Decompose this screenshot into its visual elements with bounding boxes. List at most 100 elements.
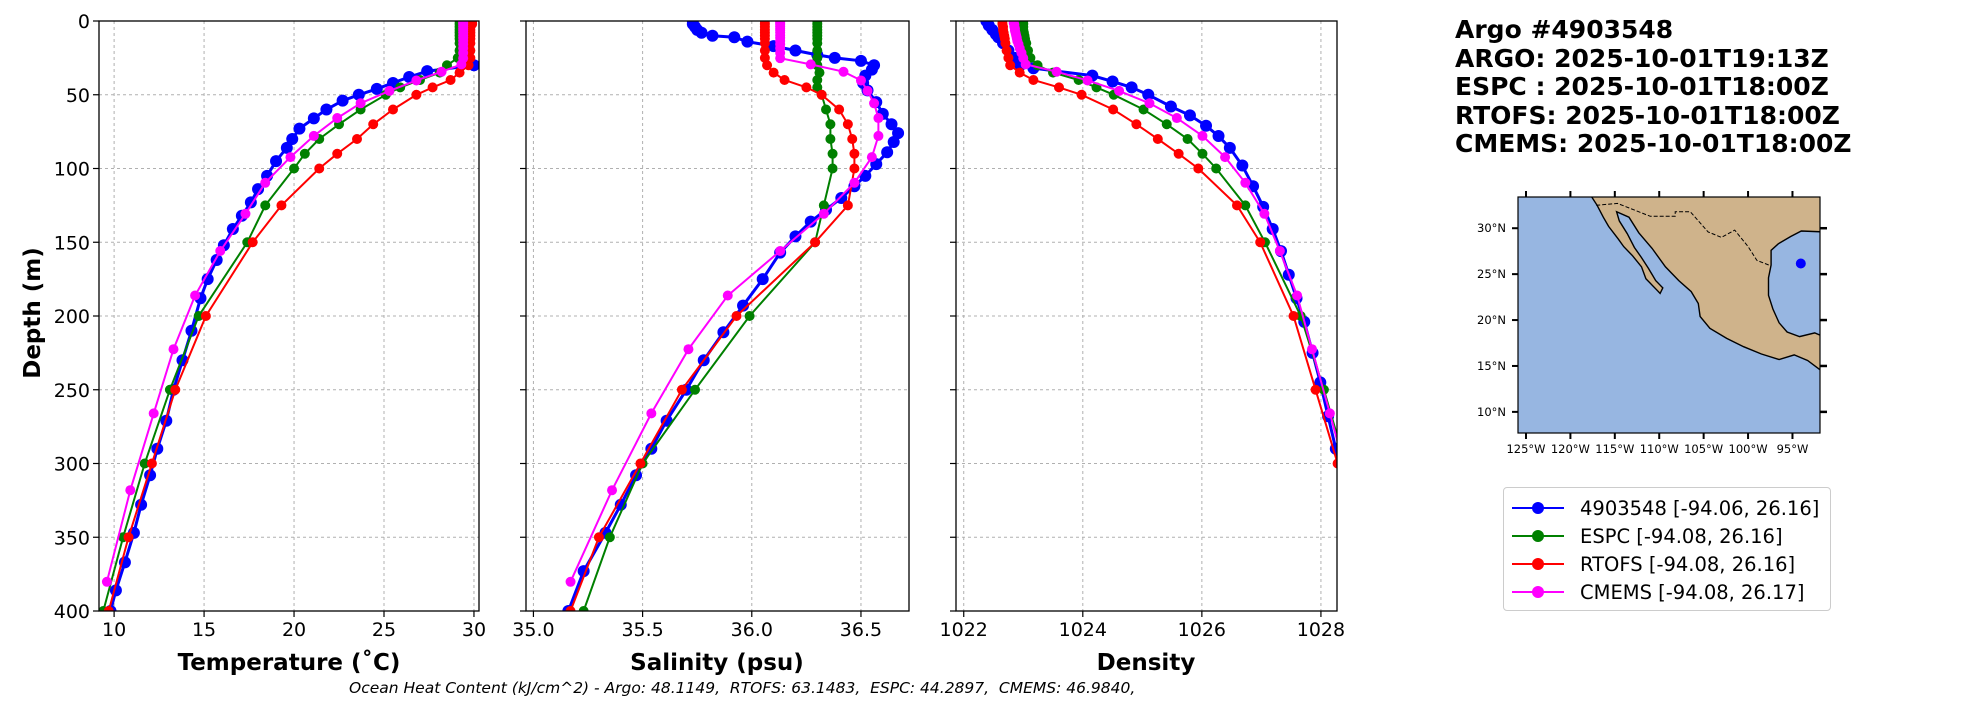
data-point-cmems [1114,85,1125,96]
legend-label: ESPC [-94.08, 26.16] [1580,524,1783,548]
data-point-cmems [1324,408,1335,419]
float-location-marker [1795,258,1806,269]
title-espc-time: ESPC : 2025-10-01T18:00Z [1455,72,1829,101]
panel-salinity: 35.0 35.5 36.0 36.5 [512,20,910,641]
data-point-rtofs [1131,119,1142,130]
data-point-rtofs [1000,38,1011,49]
data-point-cmems [1020,59,1031,70]
x-axis-label-density: Density [1096,650,1196,676]
map-lon-label: 95°W [1777,442,1809,456]
y-axis-label: Depth (m) [19,247,46,379]
map-panel: 125°W 120°W 115°W 110°W 105°W 100°W 95°W 30°N 25… [1477,191,1827,456]
x-tick-label: 25 [372,619,396,641]
data-point-rtofs [635,458,646,469]
data-point-cmems [125,485,136,496]
legend-marker-icon [1512,526,1564,546]
map-lon-label: 110°W [1640,442,1679,456]
ocean-heat-content-text: Ocean Heat Content (kJ/cm^2) - Argo: 48.… [349,679,1136,697]
data-point-rtofs [1332,458,1337,469]
data-point-espc [578,606,589,611]
map-lat-label: 30°N [1477,221,1506,235]
legend-label: 4903548 [-94.06, 26.16] [1580,496,1820,520]
y-tick-label: 150 [54,232,90,254]
data-point-rtofs [759,45,770,56]
data-point-rtofs [810,237,821,248]
y-tick-label: 100 [54,159,90,181]
data-point-espc [193,311,204,321]
legend-entry-cmems: CMEMS [-94.08, 26.17] [1512,578,1830,606]
data-point-cmems [308,130,319,141]
data-point-cmems [1144,98,1155,109]
data-point-rtofs [1310,384,1321,395]
data-point-rtofs [842,119,853,130]
data-point-cmems [818,208,829,219]
map-lat-label: 20°N [1477,313,1506,327]
data-point-4903548 [286,133,299,145]
data-point-rtofs [849,163,860,174]
x-tick-label: 10 [102,619,126,641]
data-point-rtofs [247,237,258,248]
data-point-cmems [775,53,786,64]
data-point-4903548 [828,51,841,64]
data-point-rtofs [842,200,853,211]
data-point-espc [812,38,823,49]
data-point-espc [812,45,823,56]
data-point-cmems [849,177,860,188]
data-point-4903548 [756,273,769,286]
legend-label: CMEMS [-94.08, 26.17] [1580,580,1805,604]
data-point-cmems [683,344,694,355]
data-point-espc [812,82,823,93]
data-point-rtofs [1288,311,1299,321]
data-point-4903548 [1200,119,1213,132]
title-argo-time: ARGO: 2025-10-01T19:13Z [1455,43,1829,73]
legend: 4903548 [-94.06, 26.16] ESPC [-94.08, 26… [1503,487,1831,611]
data-point-4903548 [1106,75,1119,88]
map-lon-label: 105°W [1684,442,1723,456]
data-point-rtofs [816,89,827,100]
data-point-cmems [838,66,849,77]
data-point-cmems [1306,344,1317,355]
map-lat-label: 10°N [1477,405,1506,419]
data-point-rtofs [1255,237,1266,248]
data-point-rtofs [1152,134,1163,144]
data-point-4903548 [421,65,434,78]
data-point-cmems [722,290,733,301]
x-tick-label: 1026 [1178,619,1226,641]
plot-title: Argo #4903548 ARGO: 2025-10-01T19:13Z ESPC… [1455,15,1852,159]
x-tick-label: 1022 [940,619,988,641]
data-point-4903548 [1142,88,1155,101]
data-point-4903548 [270,155,283,168]
data-point-cmems [355,98,366,109]
axes-frame [955,20,1338,612]
data-point-rtofs [146,458,157,469]
data-point-espc [289,163,300,174]
data-point-4903548 [706,29,719,42]
y-tick-label: 350 [54,527,90,549]
series-group [99,21,479,611]
data-point-4903548 [728,31,741,44]
data-point-cmems [240,208,251,219]
x-axis-label-salinity: Salinity (psu) [630,650,804,676]
data-point-rtofs [123,532,134,543]
map-lon-label: 120°W [1551,442,1590,456]
legend-entry-argo: 4903548 [-94.06, 26.16] [1512,494,1830,522]
map-content [1590,197,1820,371]
data-point-rtofs [427,82,438,93]
data-point-4903548 [336,94,349,107]
data-point-4903548 [201,273,214,286]
data-point-4903548 [804,215,817,228]
axes-frame [525,20,910,612]
data-point-cmems [565,576,576,587]
data-point-cmems [1171,113,1182,124]
data-point-cmems [456,59,467,70]
data-point-cmems [411,75,422,86]
data-point-rtofs [1193,163,1204,174]
data-point-espc [1182,134,1193,144]
legend-marker-icon [1512,582,1564,602]
data-point-rtofs [314,163,325,174]
data-point-4903548 [1164,100,1177,113]
data-point-4903548 [252,183,265,196]
data-point-rtofs [779,75,790,85]
data-point-espc [825,134,836,144]
